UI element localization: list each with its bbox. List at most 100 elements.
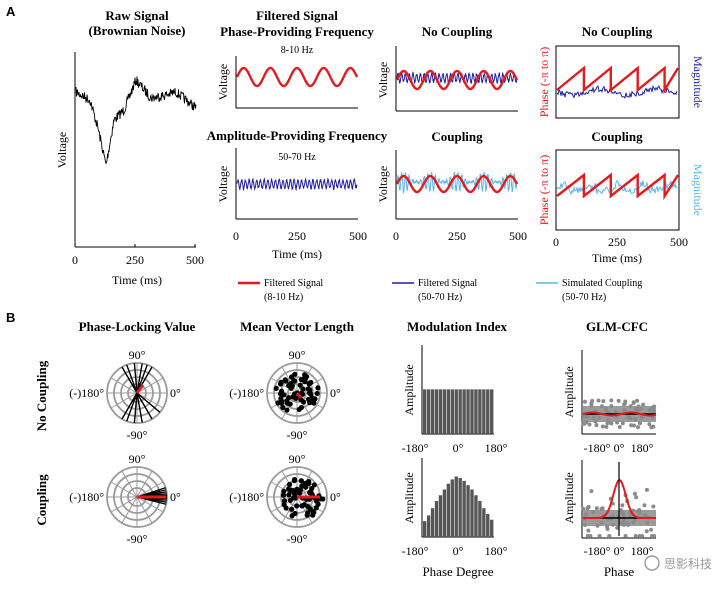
watermark-logo-icon [644,555,660,571]
polar-label-bottom: -90° [287,428,308,442]
volt-xtick: 0 [393,229,399,243]
glm-point [637,421,642,426]
mvl-point [289,506,295,512]
glm-point [633,534,638,538]
legend-sub: (50-70 Hz) [562,292,606,303]
nc-phase-trace [395,69,519,91]
glm-point [644,487,649,492]
polar-label-bottom: -90° [127,532,148,546]
glm-c-ylabel: Amplitude [562,472,576,523]
mi-bar [486,389,490,434]
glm-point [591,415,596,420]
legend-sub: (8-10 Hz) [264,292,303,303]
glm-nc-ylabel: Amplitude [562,366,576,417]
glm-point [605,524,610,529]
mvl-point [314,390,320,397]
mi-bar [454,476,458,537]
glm-point [620,421,625,426]
raw-title: Raw Signal [105,8,169,23]
raw-subtitle: (Brownian Noise) [89,23,186,38]
watermark: 思影科技 [644,555,712,571]
raw-signal-trace [75,76,197,165]
glm-point [588,534,593,538]
nc-magnitude-trace [556,84,678,99]
glm-point [649,425,654,430]
mvl-title: Mean Vector Length [240,319,355,334]
mvl-point [296,406,302,413]
mi-bar [450,389,454,434]
glm-point [587,422,592,427]
mi-c-xtick: 0° [453,544,464,558]
mvl-point [285,395,292,401]
mvl-point [287,401,293,407]
glm-point [650,534,655,538]
mi-bar [482,508,486,537]
mvl-point [299,503,305,509]
raw-ylabel: Voltage [55,132,69,168]
mi-bar [446,483,451,537]
polar-spoke [110,496,138,513]
polar-label-right: 0° [330,490,341,504]
mvl-point [286,481,293,488]
polar-label-top: 90° [289,348,306,362]
amp-band-label: 50-70 Hz [278,152,316,163]
mi-bar [474,495,478,537]
polar-spoke [136,496,153,524]
mi-no-coupling: Amplitude -180° 0° 180° [402,345,508,455]
c-phase-saw-trace [556,172,680,201]
mvl-point [280,492,287,498]
raw-xtick: 250 [126,253,144,267]
polar-spoke [136,470,153,498]
mi-nc-ylabel: Amplitude [402,364,416,415]
glm-coupling: Amplitude -180° 0° 180° Phase [562,460,657,579]
glm-c-traces [581,462,657,538]
glm-point [642,503,647,508]
filtered-title: Filtered Signal [256,8,338,23]
mi-c-bars [423,476,494,537]
glm-point [634,495,639,500]
mi-bar [462,480,466,537]
polar-spoke [121,470,138,498]
mvl-point [313,498,320,504]
polar-plots: 90° (-)180° 0° -90° 90° (-)180° 0° -90° 90° (-)18… [69,348,341,546]
no-coupling-title: No Coupling [422,24,493,39]
glm-point [631,520,636,525]
glm-point [599,520,604,525]
filtered-xtick: 250 [288,229,306,243]
polar-spoke [110,392,138,409]
mi-bar [450,479,454,537]
mvl-point [293,395,299,402]
plv-vector [136,392,153,420]
mvl-point [298,478,304,484]
mvl-point [301,399,307,405]
nc-pm-box [555,45,680,119]
mvl-point [302,481,308,487]
glm-point [583,522,588,527]
mi-c-xtick: 180° [485,544,508,558]
mi-title: Modulation Index [407,319,508,334]
glm-point [617,424,622,429]
glm-point [636,425,641,430]
pm-xtick: 500 [670,235,688,249]
glm-point [615,420,620,425]
glm-point [623,534,628,538]
mvl-point [291,377,297,384]
polar-spoke [270,377,298,394]
glm-point [604,424,609,429]
mi-bar [442,489,447,537]
glm-point [622,522,627,527]
glm-point [647,422,652,427]
plv-vector [126,392,138,422]
glm-point [637,508,642,513]
polar-label-top: 90° [129,348,146,362]
polar-label-right: 0° [330,386,341,400]
glm-point [594,423,599,428]
mi-bar [490,519,494,537]
polar-spoke [110,481,138,498]
mi-nc-xtick: -180° [402,441,429,455]
polar-label-left: (-)180° [69,490,104,504]
mvl-point [309,485,315,492]
glm-point [622,408,627,413]
glm-point [631,400,636,405]
